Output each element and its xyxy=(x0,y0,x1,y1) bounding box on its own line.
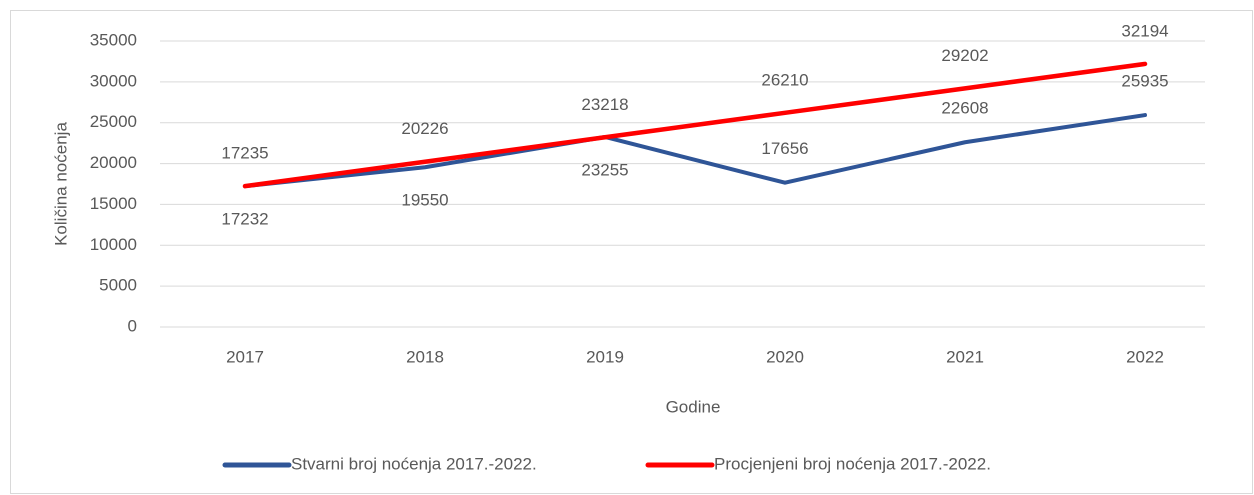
data-label: 19550 xyxy=(401,191,448,210)
data-label: 23255 xyxy=(581,160,628,179)
legend-label: Stvarni broj noćenja 2017.-2022. xyxy=(291,454,537,473)
x-tick-label: 2022 xyxy=(1126,347,1164,366)
chart-border xyxy=(10,10,1253,494)
series-line xyxy=(243,113,1147,189)
y-tick-label: 35000 xyxy=(90,30,137,49)
x-tick-label: 2021 xyxy=(946,347,984,366)
y-tick-label: 5000 xyxy=(99,276,137,295)
y-tick-label: 20000 xyxy=(90,153,137,172)
data-label: 23218 xyxy=(581,95,628,114)
data-label: 17235 xyxy=(221,144,268,163)
data-label: 17232 xyxy=(221,210,268,229)
x-tick-label: 2017 xyxy=(226,347,264,366)
y-tick-label: 0 xyxy=(128,316,137,335)
series-line xyxy=(242,61,1148,189)
data-label: 22608 xyxy=(941,99,988,118)
data-label: 20226 xyxy=(401,119,448,138)
x-axis-label: Godine xyxy=(666,397,721,416)
x-tick-label: 2018 xyxy=(406,347,444,366)
x-tick-label: 2020 xyxy=(766,347,804,366)
y-tick-label: 10000 xyxy=(90,235,137,254)
x-tick-label: 2019 xyxy=(586,347,624,366)
data-label: 29202 xyxy=(941,46,988,65)
y-axis-label: Količina noćenja xyxy=(51,122,70,246)
data-label: 25935 xyxy=(1121,72,1168,91)
legend-label: Procjenjeni broj noćenja 2017.-2022. xyxy=(714,454,991,473)
data-label: 32194 xyxy=(1121,21,1168,40)
data-label: 26210 xyxy=(761,70,808,89)
y-tick-label: 25000 xyxy=(90,112,137,131)
y-tick-label: 30000 xyxy=(90,71,137,90)
y-tick-label: 15000 xyxy=(90,194,137,213)
data-label: 17656 xyxy=(761,139,808,158)
